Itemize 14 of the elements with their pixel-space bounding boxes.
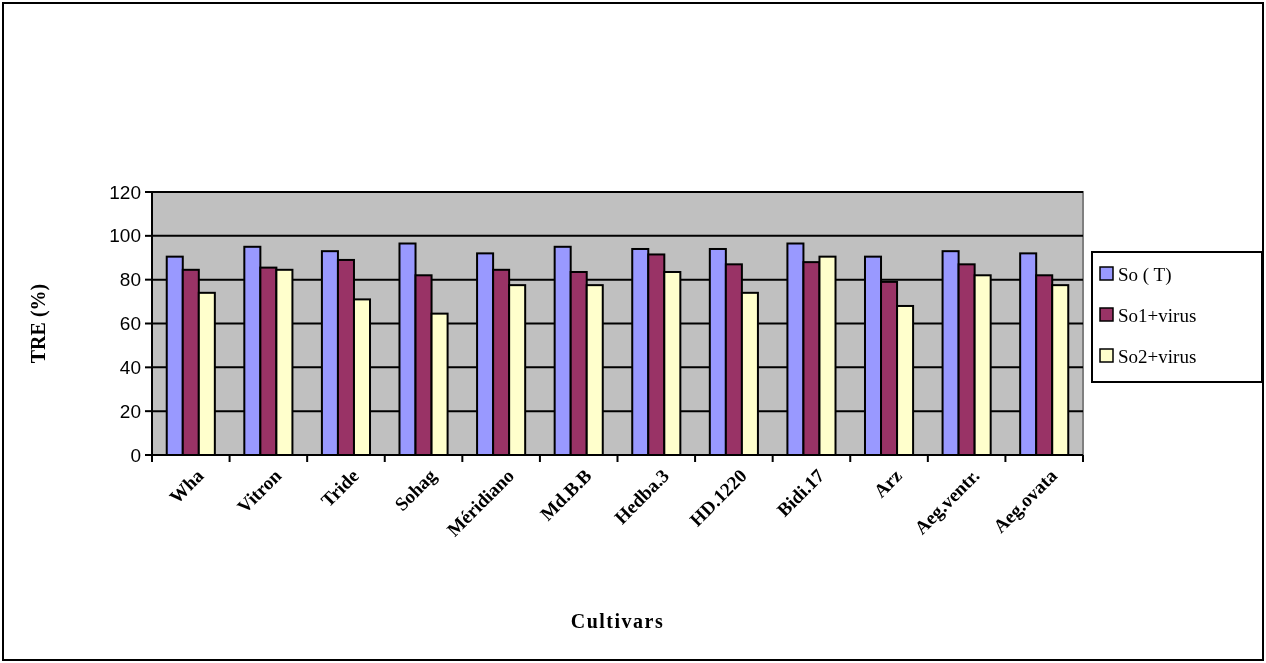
y-axis-title: TRE (%) xyxy=(27,283,50,364)
legend-label: So1+virus xyxy=(1118,304,1197,326)
y-tick-label: 100 xyxy=(109,225,141,247)
y-tick-label: 0 xyxy=(130,444,141,466)
y-tick-label: 20 xyxy=(119,400,141,422)
legend-label: So ( T) xyxy=(1118,263,1172,286)
y-tick-label: 40 xyxy=(119,356,141,378)
y-tick-label: 120 xyxy=(109,181,141,203)
x-axis-title: Cultivars xyxy=(570,610,665,632)
legend-label: So2+virus xyxy=(1118,345,1197,367)
y-tick-label: 80 xyxy=(119,269,141,291)
x-tick-label: Wha xyxy=(165,464,208,508)
y-tick-label: 60 xyxy=(119,313,141,335)
x-tick-label: Arz xyxy=(869,464,907,502)
